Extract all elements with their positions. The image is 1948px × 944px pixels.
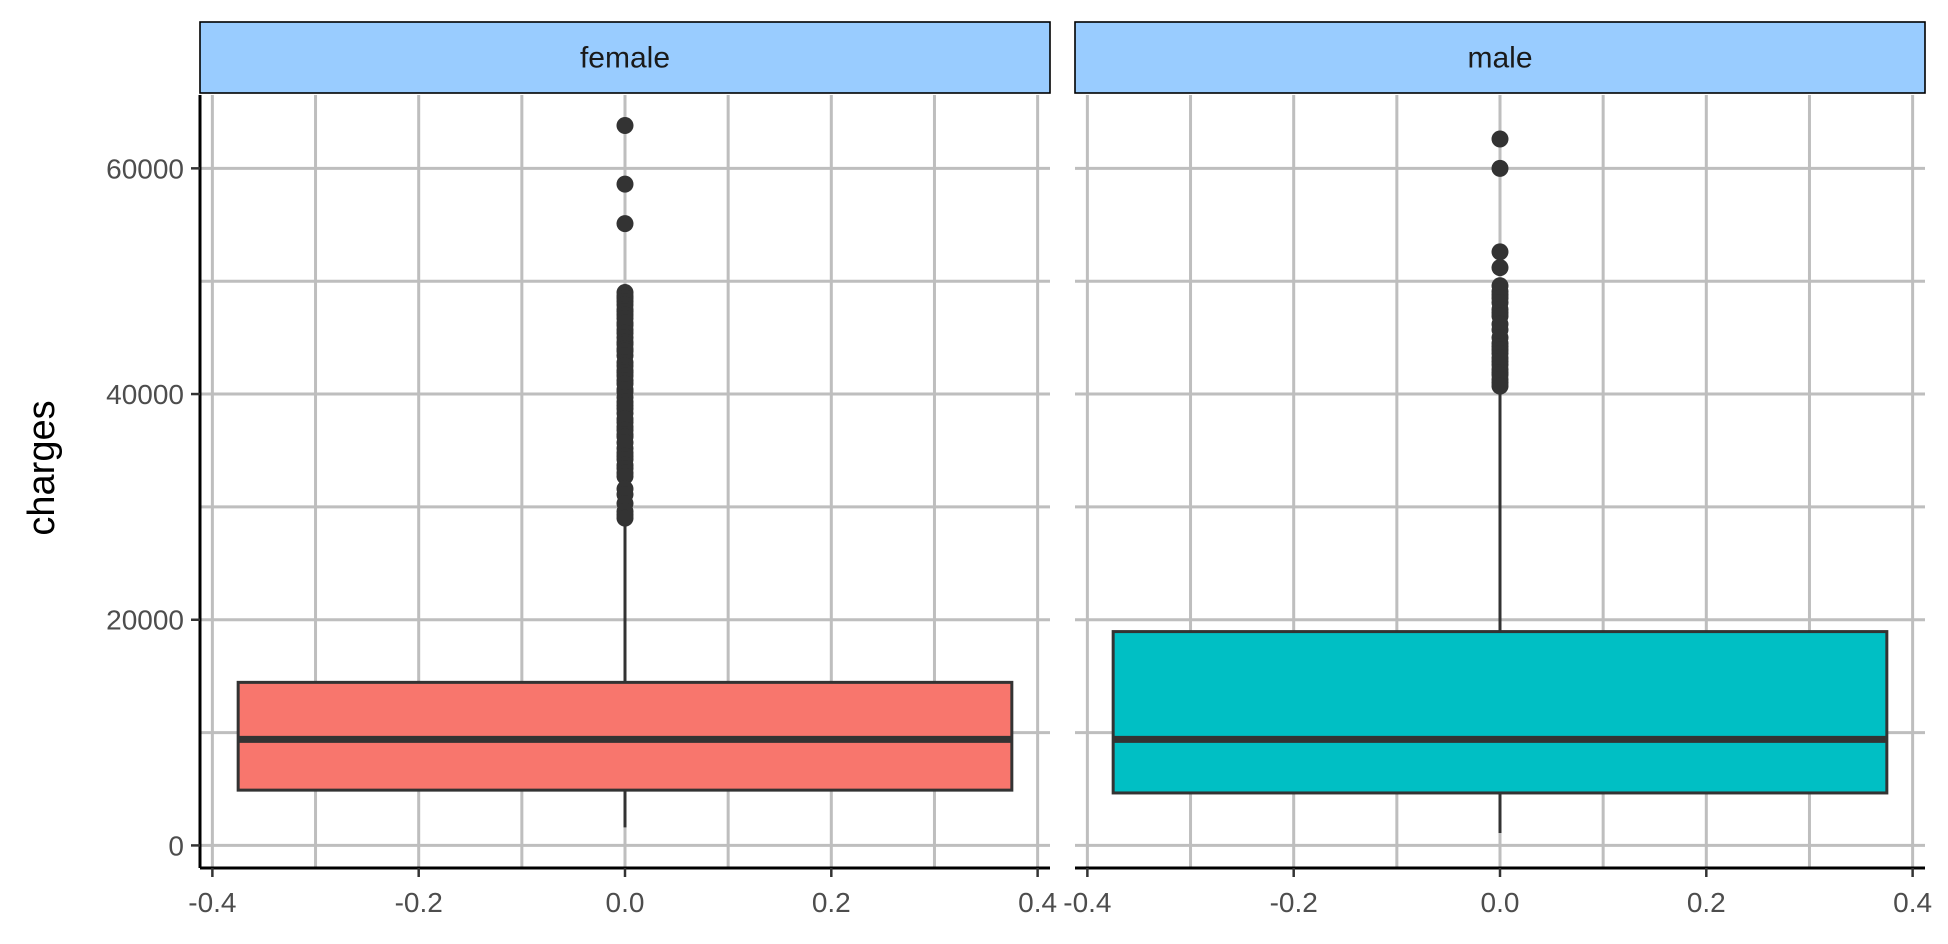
x-tick-label: 0.4: [1018, 887, 1057, 918]
box-iqr: [1111, 630, 1889, 795]
outlier-point: [616, 467, 634, 485]
outlier-point: [616, 215, 634, 233]
x-tick-label: 0.4: [1893, 887, 1932, 918]
facet-panel-female: female 0 20000 40000 60000 -0.4 -0.2 0.0 0.2 0.4: [106, 21, 1057, 918]
x-tick-label: 0.2: [1687, 887, 1726, 918]
facet-strip-label: female: [580, 42, 670, 75]
x-tick-label: 0.0: [1481, 887, 1520, 918]
outlier-point: [616, 175, 634, 193]
x-tick-label: -0.4: [188, 887, 236, 918]
y-tick-label: 40000: [106, 379, 184, 410]
x-tick-label: -0.2: [1270, 887, 1318, 918]
facet-strip: [199, 21, 1051, 94]
y-axis-title: charges: [21, 400, 63, 535]
y-tick-label: 20000: [106, 605, 184, 636]
outlier-point: [1491, 259, 1509, 277]
x-tick-label: 0.0: [606, 887, 645, 918]
facet-strip-label: male: [1467, 42, 1532, 75]
facet-strip: [1074, 21, 1926, 94]
outlier-point: [1491, 377, 1509, 395]
y-tick-label: 0: [168, 830, 184, 861]
x-tick-label: 0.2: [812, 887, 851, 918]
facet-panel-male: male -0.4 -0.2 0.0 0.2 0.4: [1063, 21, 1932, 918]
outlier-point: [1491, 159, 1509, 177]
x-tick-label: -0.2: [395, 887, 443, 918]
x-tick-label: -0.4: [1063, 887, 1111, 918]
outlier-point: [616, 509, 634, 527]
y-tick-label: 60000: [106, 153, 184, 184]
outlier-point: [1491, 243, 1509, 261]
outlier-point: [1491, 130, 1509, 148]
outlier-point: [616, 116, 634, 134]
